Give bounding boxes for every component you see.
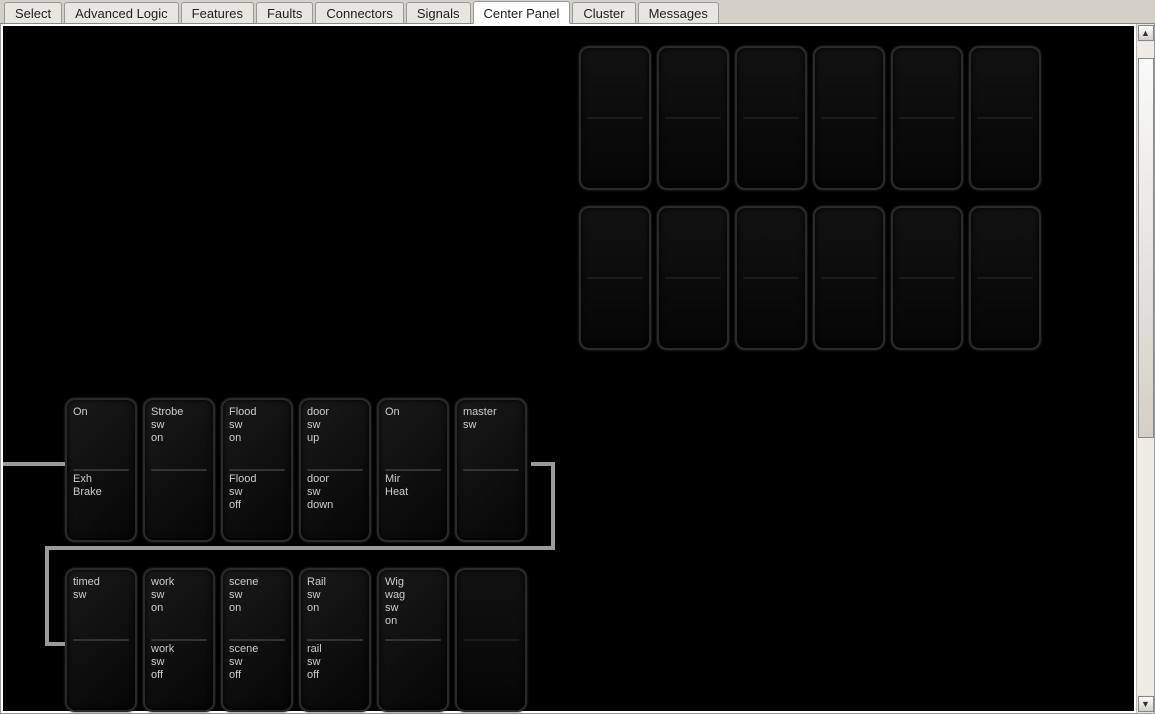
center-panel-canvas: OnExh BrakeStrobe sw onFlood sw onFlood … (3, 26, 1134, 711)
rocker-top-label: Rail sw on (307, 576, 363, 637)
blank-rocker-r0-c2[interactable] (735, 46, 807, 190)
scroll-thumb[interactable] (1138, 58, 1154, 438)
rocker-bottom-label (385, 643, 441, 704)
tab-features[interactable]: Features (181, 2, 254, 23)
rocker-r1-c1[interactable]: work sw on work sw off (143, 568, 215, 712)
rocker-bottom-label: work sw off (151, 643, 207, 704)
tab-messages[interactable]: Messages (638, 2, 719, 23)
scroll-down-button[interactable]: ▼ (1138, 696, 1154, 712)
blank-rocker-r1-c5[interactable] (969, 206, 1041, 350)
tab-signals[interactable]: Signals (406, 2, 471, 23)
rocker-bottom-label (151, 473, 207, 534)
rocker-r0-c3[interactable]: door sw up door sw down (299, 398, 371, 542)
rocker-r0-c4[interactable]: On Mir Heat (377, 398, 449, 542)
rocker-bottom-label: scene sw off (229, 643, 285, 704)
blank-rocker-r0-c5[interactable] (969, 46, 1041, 190)
app-frame: SelectAdvanced LogicFeaturesFaultsConnec… (0, 0, 1155, 714)
tab-connectors[interactable]: Connectors (315, 2, 403, 23)
tab-strip: SelectAdvanced LogicFeaturesFaultsConnec… (0, 0, 1155, 24)
rocker-bottom-label (73, 643, 129, 704)
rocker-bottom-label (463, 643, 519, 704)
selection-bracket-seg-5 (45, 642, 65, 646)
tab-advanced-logic[interactable]: Advanced Logic (64, 2, 179, 23)
rocker-divider (151, 639, 207, 641)
rocker-bottom-label: rail sw off (307, 643, 363, 704)
rocker-bottom-label: door sw down (307, 473, 363, 534)
rocker-top-label: timed sw (73, 576, 129, 637)
blank-rocker-r0-c0[interactable] (579, 46, 651, 190)
rocker-r0-c0[interactable]: On Exh Brake (65, 398, 137, 542)
rocker-bottom-label (463, 473, 519, 534)
rocker-top-label (463, 576, 519, 637)
rocker-r0-c1[interactable]: Strobe sw on (143, 398, 215, 542)
rocker-divider (151, 469, 207, 471)
rocker-r1-c5[interactable] (455, 568, 527, 712)
rocker-divider (463, 639, 519, 641)
tab-center-panel[interactable]: Center Panel (473, 1, 571, 24)
scroll-up-button[interactable]: ▲ (1138, 25, 1154, 41)
rocker-bottom-label: Mir Heat (385, 473, 441, 534)
blank-rocker-r1-c4[interactable] (891, 206, 963, 350)
rocker-top-label: Wig wag sw on (385, 576, 441, 637)
blank-rocker-r1-c1[interactable] (657, 206, 729, 350)
rocker-divider (385, 469, 441, 471)
rocker-top-label: Flood sw on (229, 406, 285, 467)
blank-rocker-r0-c1[interactable] (657, 46, 729, 190)
rocker-top-label: master sw (463, 406, 519, 467)
rocker-top-label: work sw on (151, 576, 207, 637)
tab-faults[interactable]: Faults (256, 2, 313, 23)
rocker-bottom-label: Exh Brake (73, 473, 129, 534)
tab-select[interactable]: Select (4, 2, 62, 23)
tab-cluster[interactable]: Cluster (572, 2, 635, 23)
rocker-bottom-label: Flood sw off (229, 473, 285, 534)
rocker-divider (307, 469, 363, 471)
rocker-top-label: On (385, 406, 441, 467)
rocker-divider (73, 639, 129, 641)
rocker-divider (463, 469, 519, 471)
rocker-divider (385, 639, 441, 641)
rocker-divider (307, 639, 363, 641)
scroll-track[interactable] (1138, 42, 1154, 695)
rocker-r1-c3[interactable]: Rail sw on rail sw off (299, 568, 371, 712)
rocker-r1-c2[interactable]: scene sw on scene sw off (221, 568, 293, 712)
blank-rocker-r1-c3[interactable] (813, 206, 885, 350)
blank-rocker-r1-c2[interactable] (735, 206, 807, 350)
vertical-scrollbar[interactable]: ▲ ▼ (1136, 24, 1154, 713)
selection-bracket-seg-2 (551, 462, 555, 550)
selection-bracket-seg-3 (45, 546, 555, 550)
rocker-top-label: scene sw on (229, 576, 285, 637)
rocker-r1-c0[interactable]: timed sw (65, 568, 137, 712)
blank-rocker-r0-c4[interactable] (891, 46, 963, 190)
rocker-r0-c2[interactable]: Flood sw on Flood sw off (221, 398, 293, 542)
blank-rocker-r1-c0[interactable] (579, 206, 651, 350)
rocker-r1-c4[interactable]: Wig wag sw on (377, 568, 449, 712)
rocker-r0-c5[interactable]: master sw (455, 398, 527, 542)
selection-bracket-seg-0 (3, 462, 65, 466)
rocker-top-label: On (73, 406, 129, 467)
rocker-divider (73, 469, 129, 471)
rocker-divider (229, 469, 285, 471)
content-area: OnExh BrakeStrobe sw onFlood sw onFlood … (0, 24, 1155, 714)
rocker-top-label: door sw up (307, 406, 363, 467)
rocker-divider (229, 639, 285, 641)
rocker-top-label: Strobe sw on (151, 406, 207, 467)
blank-rocker-r0-c3[interactable] (813, 46, 885, 190)
selection-bracket-seg-4 (45, 546, 49, 646)
